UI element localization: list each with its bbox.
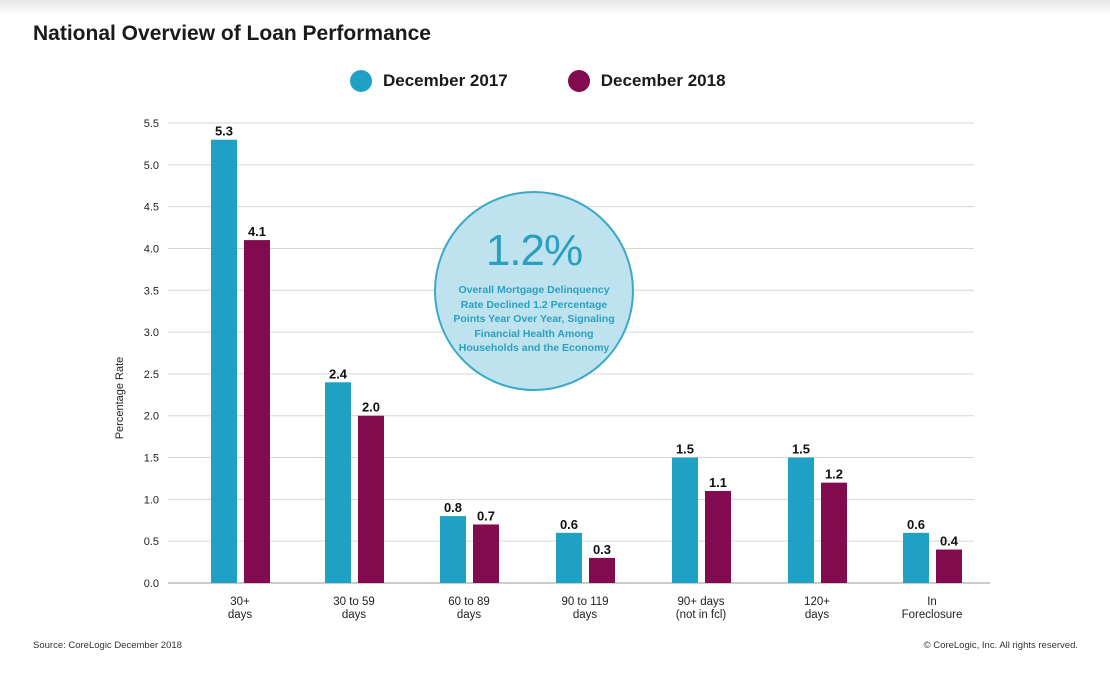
- bar: [788, 457, 814, 583]
- x-tick-label: 120+: [804, 596, 830, 608]
- y-tick-label: 3.0: [144, 327, 159, 339]
- bar: [473, 524, 499, 583]
- bar: [211, 139, 237, 583]
- x-tick-label: 30 to 59: [333, 596, 375, 608]
- data-label: 0.6: [907, 517, 925, 532]
- bar: [589, 557, 615, 583]
- data-label: 1.1: [709, 475, 727, 490]
- y-tick-label: 4.0: [144, 243, 159, 255]
- y-tick-label: 5.5: [144, 118, 159, 130]
- data-label: 1.5: [792, 442, 810, 457]
- bar: [440, 516, 466, 583]
- copyright-note: © CoreLogic, Inc. All rights reserved.: [923, 640, 1078, 651]
- bar: [672, 457, 698, 583]
- y-tick-label: 2.0: [144, 411, 159, 423]
- bar: [936, 549, 962, 583]
- bar: [556, 532, 582, 583]
- data-label: 0.6: [560, 517, 578, 532]
- y-tick-label: 0.5: [144, 536, 159, 548]
- data-label: 0.7: [477, 508, 495, 523]
- data-label: 5.3: [215, 124, 233, 139]
- x-tick-label: days: [805, 609, 830, 621]
- x-tick-label: (not in fcl): [676, 609, 727, 621]
- data-label: 0.4: [940, 534, 959, 549]
- bar: [325, 382, 351, 583]
- y-tick-label: 3.5: [144, 285, 159, 297]
- legend-item-2017: December 2017: [350, 70, 508, 92]
- y-tick-label: 4.5: [144, 202, 159, 214]
- x-tick-label: 60 to 89: [448, 596, 490, 608]
- x-tick-label: days: [457, 609, 482, 621]
- data-label: 4.1: [248, 224, 266, 239]
- bar: [358, 415, 384, 583]
- legend-item-2018: December 2018: [567, 70, 726, 92]
- x-tick-label: 30+: [230, 596, 250, 608]
- data-label: 0.8: [444, 500, 462, 515]
- bar: [705, 491, 731, 583]
- callout-text: Overall Mortgage Delinquency Rate Declin…: [453, 284, 615, 354]
- y-axis-label: Percentage Rate: [114, 357, 126, 440]
- legend-swatch-2018: [567, 70, 590, 92]
- data-label: 2.0: [362, 400, 380, 415]
- legend-swatch-2017: [350, 70, 372, 92]
- top-shadow-bar: [0, 0, 1110, 14]
- x-tick-label: days: [228, 609, 253, 621]
- y-tick-label: 5.0: [144, 160, 159, 172]
- x-tick-label: 90+ days: [678, 596, 725, 608]
- x-tick-label: In: [927, 596, 937, 608]
- bar: [903, 532, 929, 583]
- x-tick-label: Foreclosure: [902, 609, 963, 621]
- y-tick-label: 2.5: [144, 369, 159, 381]
- legend-label-2017: December 2017: [383, 71, 508, 90]
- x-tick-label: 90 to 119: [561, 596, 608, 608]
- data-label: 1.5: [676, 442, 694, 457]
- data-label: 2.4: [329, 366, 348, 381]
- x-tick-label: days: [342, 609, 367, 621]
- y-tick-label: 1.5: [144, 453, 159, 465]
- data-label: 1.2: [825, 467, 843, 482]
- source-note: Source: CoreLogic December 2018: [33, 640, 182, 651]
- y-tick-label: 0.0: [144, 578, 159, 590]
- callout-circle: 1.2% Overall Mortgage Delinquency Rate D…: [434, 191, 634, 391]
- bar: [821, 482, 847, 583]
- legend: December 2017 December 2018: [350, 67, 726, 95]
- x-tick-label: days: [573, 609, 598, 621]
- y-tick-label: 1.0: [144, 494, 159, 506]
- chart-title: National Overview of Loan Performance: [33, 22, 431, 45]
- legend-label-2018: December 2018: [600, 71, 726, 90]
- data-label: 0.3: [593, 542, 611, 557]
- bar: [244, 240, 270, 583]
- callout-value: 1.2%: [485, 226, 583, 275]
